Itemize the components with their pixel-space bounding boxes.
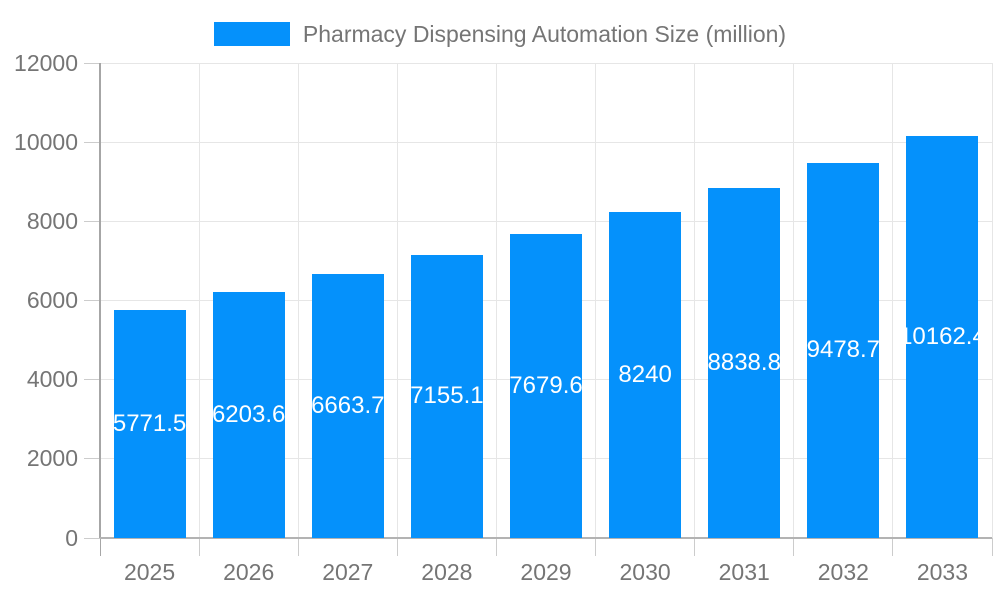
bar-value-label: 8240 [618, 360, 672, 388]
bar-value-wrap: 9478.7 [807, 163, 879, 538]
bar-value-wrap: 6203.6 [213, 292, 285, 538]
x-tick-mark [495, 538, 497, 556]
x-tick-mark [595, 538, 597, 556]
category-gridline [198, 63, 200, 538]
bar-value-wrap: 7155.1 [411, 255, 483, 538]
bar-value-label: 5771.5 [113, 409, 186, 437]
x-tick-mark [297, 538, 299, 556]
bar-value-wrap: 8240 [609, 212, 681, 538]
legend-item[interactable]: Pharmacy Dispensing Automation Size (mil… [213, 20, 787, 48]
category-gridline [595, 63, 597, 538]
bar-value-wrap: 5771.5 [114, 310, 186, 538]
bar-value-wrap: 7679.6 [510, 234, 582, 538]
bar-value-label: 9478.7 [807, 336, 880, 364]
y-axis-line [99, 63, 101, 538]
bar-value-label: 6203.6 [212, 401, 285, 429]
bar-2031[interactable]: 8838.8 [708, 188, 781, 538]
x-axis-label-2033: 2033 [916, 559, 969, 585]
x-axis-label-2026: 2026 [223, 559, 275, 585]
bar-value-wrap: 6663.7 [312, 274, 384, 538]
bar-2029[interactable]: 7679.6 [510, 234, 582, 538]
y-axis-label: 10000 [14, 128, 78, 155]
x-tick-mark [892, 538, 894, 556]
bar-2027[interactable]: 6663.7 [311, 274, 384, 538]
x-axis-line [100, 537, 992, 539]
x-axis-label-2032: 2032 [817, 559, 869, 585]
y-gridline [100, 62, 992, 64]
x-tick-mark [99, 538, 101, 556]
legend: Pharmacy Dispensing Automation Size (mil… [0, 21, 1000, 47]
x-tick-mark [793, 538, 795, 556]
y-axis-label: 0 [65, 524, 78, 551]
x-axis-label-2028: 2028 [421, 559, 473, 585]
x-tick-mark [694, 538, 696, 556]
bar-2026[interactable]: 6203.6 [212, 292, 285, 538]
x-axis-label-2027: 2027 [322, 559, 374, 585]
bar-2033[interactable]: 10162.4 [906, 135, 979, 538]
bar-value-label: 10162.4 [906, 322, 978, 350]
y-tick-mark [84, 537, 100, 539]
y-gridline [100, 141, 992, 143]
category-gridline [892, 63, 894, 538]
category-gridline [991, 63, 993, 538]
x-axis-label-2031: 2031 [718, 559, 770, 585]
bar-value-wrap: 8838.8 [708, 188, 780, 538]
y-axis-label: 8000 [26, 207, 78, 234]
x-axis-label-2029: 2029 [520, 559, 572, 585]
category-gridline [694, 63, 696, 538]
y-axis-label: 12000 [14, 49, 78, 76]
bar-2025[interactable]: 5771.5 [113, 309, 186, 538]
bar-value-label: 7155.1 [410, 382, 483, 410]
y-axis-label: 6000 [26, 287, 78, 313]
x-tick-mark [396, 538, 398, 556]
x-tick-mark [198, 538, 200, 556]
legend-swatch-icon [213, 22, 290, 46]
bar-value-label: 8838.8 [708, 349, 781, 377]
category-gridline [297, 63, 299, 538]
y-tick-mark [84, 62, 100, 64]
y-tick-mark [84, 379, 100, 381]
y-axis-label: 4000 [26, 366, 78, 393]
legend-label: Pharmacy Dispensing Automation Size (mil… [302, 20, 787, 47]
bar-2032[interactable]: 9478.7 [807, 162, 880, 538]
y-tick-mark [84, 220, 100, 222]
x-tick-mark [991, 538, 993, 556]
x-axis-label-2030: 2030 [619, 559, 671, 585]
bar-value-label: 6663.7 [311, 392, 384, 420]
bar-value-wrap: 10162.4 [906, 136, 978, 538]
bar-2030[interactable]: 8240 [609, 211, 682, 538]
y-axis-label: 2000 [26, 445, 78, 472]
y-tick-mark [84, 141, 100, 143]
bar-value-label: 7679.6 [510, 372, 582, 399]
category-gridline [396, 63, 398, 538]
y-tick-mark [84, 458, 100, 460]
x-axis-label-2025: 2025 [123, 559, 176, 585]
category-gridline [495, 63, 497, 538]
y-tick-mark [84, 300, 100, 301]
category-gridline [793, 63, 795, 538]
y-gridline [100, 220, 992, 222]
bar-2028[interactable]: 7155.1 [410, 254, 483, 538]
